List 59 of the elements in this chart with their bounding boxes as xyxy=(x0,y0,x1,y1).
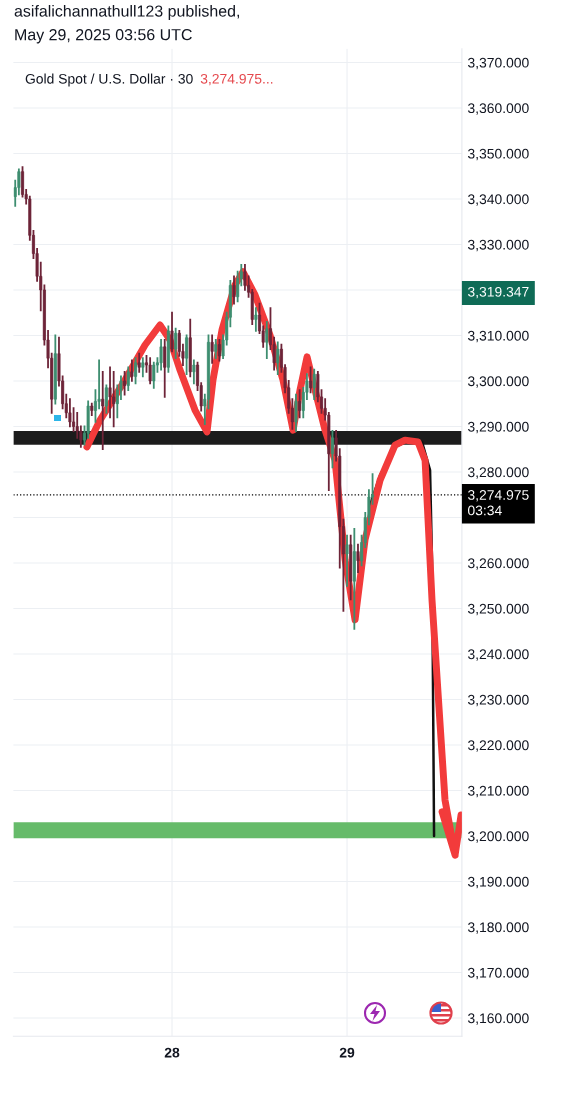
annotation: 3,274.975... xyxy=(200,73,273,86)
y-tick-label: 3,280.000 xyxy=(467,467,529,479)
candlestick xyxy=(185,334,189,376)
candlestick xyxy=(148,357,152,385)
y-tick-label: 3,240.000 xyxy=(467,649,529,661)
x-tick-label: 29 xyxy=(339,1047,355,1058)
candlestick xyxy=(309,366,313,394)
y-tick-label: 3,230.000 xyxy=(467,694,529,707)
y-tick-label: 3,310.000 xyxy=(467,330,529,343)
candlestick xyxy=(159,339,163,371)
candlestick xyxy=(123,370,127,396)
candlestick xyxy=(254,307,258,332)
chart-title: asifalichannathull123 published, May 29, 2025 03:56 UTC xyxy=(14,5,240,44)
candlestick xyxy=(134,357,138,385)
y-tick-label: 3,360.000 xyxy=(467,103,529,115)
y-tick-label: 3,200.000 xyxy=(467,831,529,843)
y-tick-label: 3,190.000 xyxy=(467,876,529,889)
candlestick xyxy=(265,320,269,360)
y-tick-label: 3,160.000 xyxy=(467,1013,529,1025)
y-tick-label: 3,290.000 xyxy=(467,421,529,434)
candlestick xyxy=(217,339,221,362)
candlestick xyxy=(298,389,302,419)
y-tick-label: 3,180.000 xyxy=(467,922,529,934)
y-tick-label: 3,220.000 xyxy=(467,740,529,752)
candlestick xyxy=(170,311,174,353)
candlestick xyxy=(137,352,141,373)
candlestick xyxy=(210,334,214,364)
y-tick-label: 3,170.000 xyxy=(467,967,529,980)
candlestick xyxy=(294,393,298,432)
candlestick xyxy=(312,368,316,401)
candlestick xyxy=(356,543,360,573)
x-tick-label: 28 xyxy=(164,1047,180,1058)
candlestick xyxy=(276,341,280,376)
y-tick-label: 3,260.000 xyxy=(467,558,529,570)
y-tick-label: 3,210.000 xyxy=(467,785,529,798)
candlestick xyxy=(126,366,130,391)
y-tick-label: 3,300.000 xyxy=(467,376,529,388)
y-tick-label: 3,340.000 xyxy=(467,194,529,206)
y-tick-label: 3,250.000 xyxy=(467,603,529,616)
candlestick xyxy=(163,339,167,398)
candlestick xyxy=(130,359,134,382)
candlestick xyxy=(101,370,105,451)
y-tick-label: 3,330.000 xyxy=(467,239,529,252)
candlestick xyxy=(152,361,156,389)
text: 3,319.347 xyxy=(467,286,529,299)
candlestick xyxy=(174,327,178,360)
candlestick xyxy=(232,275,236,305)
candlestick xyxy=(68,398,72,428)
y-tick-label: 3,350.000 xyxy=(467,148,529,161)
candlestick xyxy=(192,359,196,385)
candlestick xyxy=(330,430,334,469)
candlestick xyxy=(345,534,349,587)
ref-line-label: 3,274.975 03:34 xyxy=(467,490,529,516)
candlestick xyxy=(141,357,145,378)
candlestick xyxy=(214,339,218,360)
candlestick xyxy=(112,370,116,428)
text: Gold Spot / U.S. Dollar · 30 xyxy=(25,73,193,87)
y-tick-label: 3,370.000 xyxy=(467,57,529,70)
candlestick xyxy=(104,384,108,414)
